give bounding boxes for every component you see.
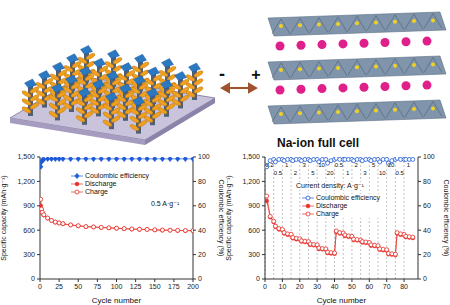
svg-text:10: 10 <box>379 170 386 176</box>
svg-text:300: 300 <box>248 251 260 258</box>
svg-text:100: 100 <box>423 153 435 160</box>
svg-text:60: 60 <box>423 202 431 209</box>
html-text:Discharge: Discharge <box>85 180 117 187</box>
svg-text:300: 300 <box>23 251 35 258</box>
svg-text:3: 3 <box>302 162 306 168</box>
html-text:Charge: Charge <box>85 188 108 195</box>
html-text:Current density: A·g⁻¹: Current density: A·g⁻¹ <box>296 182 364 189</box>
svg-text:200: 200 <box>187 283 199 290</box>
svg-text:Coulombic efficiency (%): Coulombic efficiency (%) <box>217 180 225 257</box>
svg-text:1,500: 1,500 <box>17 153 35 160</box>
svg-text:0.5: 0.5 <box>396 170 405 176</box>
svg-text:75: 75 <box>93 283 101 290</box>
svg-text:900: 900 <box>248 202 260 209</box>
svg-text:0: 0 <box>31 275 35 282</box>
svg-text:10: 10 <box>278 283 286 290</box>
svg-text:70: 70 <box>383 283 391 290</box>
svg-text:100: 100 <box>111 283 123 290</box>
svg-text:0.5: 0.5 <box>335 162 344 168</box>
svg-text:-: - <box>219 64 225 84</box>
svg-text:3: 3 <box>363 170 367 176</box>
svg-text:20: 20 <box>327 170 334 176</box>
svg-text:20: 20 <box>296 283 304 290</box>
svg-text:Cycle number: Cycle number <box>92 296 142 305</box>
svg-text:5: 5 <box>311 170 315 176</box>
svg-text:0.2: 0.2 <box>265 162 274 168</box>
svg-text:175: 175 <box>168 283 180 290</box>
svg-text:Specific capacity (mAh·g⁻¹): Specific capacity (mAh·g⁻¹) <box>225 175 233 260</box>
svg-text:0: 0 <box>198 275 202 282</box>
svg-text:0.5: 0.5 <box>274 170 283 176</box>
svg-text:1: 1 <box>346 170 350 176</box>
svg-text:1,200: 1,200 <box>242 178 260 185</box>
svg-text:1,500: 1,500 <box>242 153 260 160</box>
svg-text:100: 100 <box>198 153 210 160</box>
html-text:0.5 A·g⁻¹: 0.5 A·g⁻¹ <box>151 200 180 207</box>
svg-text:600: 600 <box>23 227 35 234</box>
svg-text:40: 40 <box>331 283 339 290</box>
svg-text:1,200: 1,200 <box>17 178 35 185</box>
svg-text:125: 125 <box>130 283 142 290</box>
svg-text:Cycle number: Cycle number <box>317 296 367 305</box>
svg-text:20: 20 <box>388 162 395 168</box>
svg-text:1: 1 <box>285 162 289 168</box>
html-text:Coulombic efficiency: Coulombic efficiency <box>316 194 381 201</box>
svg-text:Coulombic efficiency (%): Coulombic efficiency (%) <box>442 180 450 257</box>
svg-text:20: 20 <box>423 251 431 258</box>
svg-text:0: 0 <box>423 275 427 282</box>
svg-text:150: 150 <box>149 283 161 290</box>
svg-text:80: 80 <box>400 283 408 290</box>
svg-text:25: 25 <box>55 283 63 290</box>
svg-text:50: 50 <box>74 283 82 290</box>
svg-text:900: 900 <box>23 202 35 209</box>
svg-text:Na-ion full cell: Na-ion full cell <box>277 136 359 150</box>
svg-text:0: 0 <box>263 283 267 290</box>
svg-text:2: 2 <box>294 170 298 176</box>
svg-text:Specific capacity (mAh·g⁻¹): Specific capacity (mAh·g⁻¹) <box>0 175 8 260</box>
svg-text:20: 20 <box>198 251 206 258</box>
svg-text:0: 0 <box>256 275 260 282</box>
svg-text:30: 30 <box>313 283 321 290</box>
svg-text:60: 60 <box>365 283 373 290</box>
svg-text:60: 60 <box>198 202 206 209</box>
svg-text:+: + <box>251 66 260 83</box>
svg-text:600: 600 <box>248 227 260 234</box>
svg-text:0: 0 <box>38 283 42 290</box>
svg-text:40: 40 <box>198 227 206 234</box>
svg-text:5: 5 <box>372 162 376 168</box>
svg-text:2: 2 <box>355 162 359 168</box>
svg-text:50: 50 <box>348 283 356 290</box>
html-text:Discharge: Discharge <box>316 202 348 209</box>
html-text:Charge: Charge <box>316 210 339 217</box>
html-text:Coulombic efficiency: Coulombic efficiency <box>85 172 150 179</box>
svg-text:80: 80 <box>423 178 431 185</box>
svg-text:40: 40 <box>423 227 431 234</box>
svg-text:1: 1 <box>407 162 411 168</box>
svg-text:10: 10 <box>318 162 325 168</box>
svg-text:80: 80 <box>198 178 206 185</box>
